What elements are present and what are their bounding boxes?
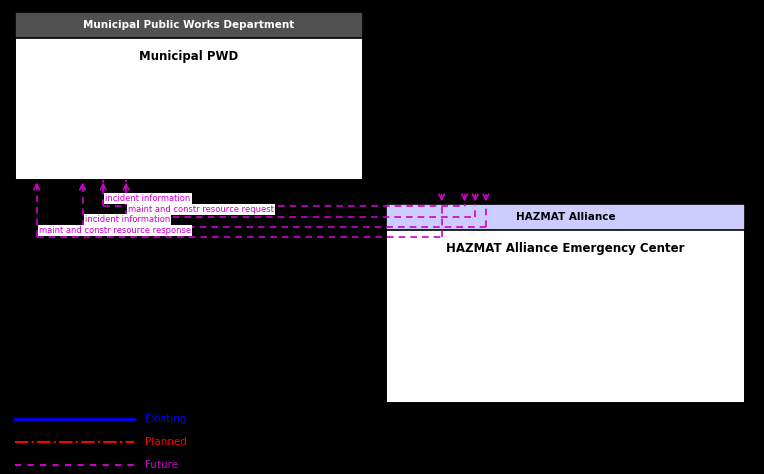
Bar xyxy=(386,204,745,403)
Bar xyxy=(15,12,363,38)
Text: maint and constr resource response: maint and constr resource response xyxy=(39,226,191,235)
Text: Planned: Planned xyxy=(145,437,187,447)
Text: Municipal Public Works Department: Municipal Public Works Department xyxy=(83,20,295,30)
Bar xyxy=(386,204,745,403)
Text: Existing: Existing xyxy=(145,414,186,425)
Text: HAZMAT Alliance: HAZMAT Alliance xyxy=(516,212,615,222)
Text: incident information: incident information xyxy=(105,194,191,203)
Text: incident information: incident information xyxy=(85,215,170,224)
Text: Future: Future xyxy=(145,460,178,470)
Bar xyxy=(15,12,363,180)
Text: HAZMAT Alliance Emergency Center: HAZMAT Alliance Emergency Center xyxy=(446,242,685,255)
Bar xyxy=(386,204,745,230)
Text: maint and constr resource request: maint and constr resource request xyxy=(128,205,274,214)
Text: Municipal PWD: Municipal PWD xyxy=(140,50,238,63)
Bar xyxy=(15,12,363,180)
